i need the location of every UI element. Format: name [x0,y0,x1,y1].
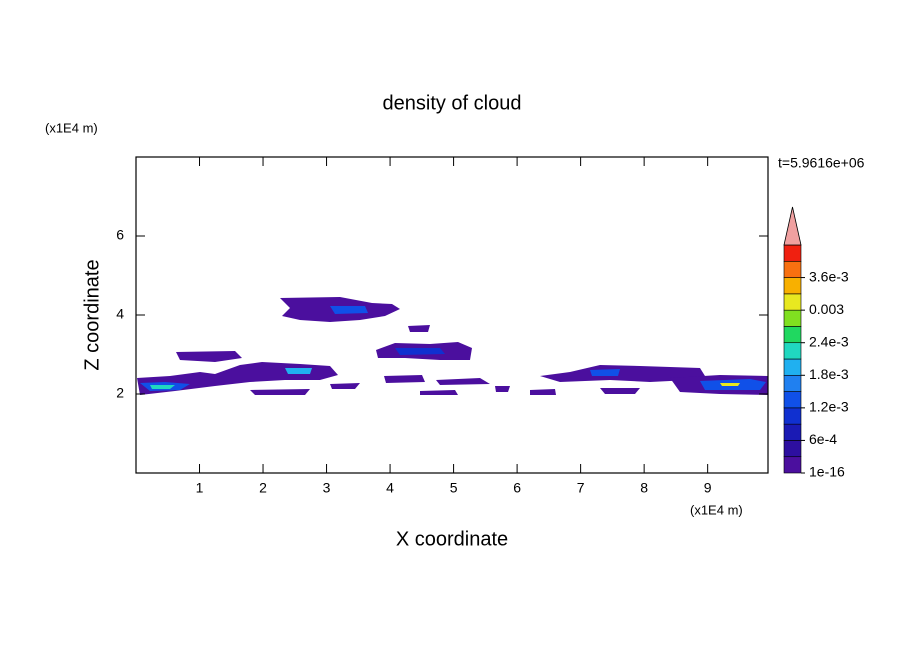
colorbar-band [783,358,802,376]
colorbar-tick-label: 6e-4 [809,431,837,447]
x-tick-label: 6 [513,480,521,496]
colorbar-tick-label: 1e-16 [809,464,845,480]
colorbar-tick-label: 1.8e-3 [809,366,849,382]
y-tick-label: 4 [116,306,124,322]
cloud-field [137,297,768,395]
colorbar-band [783,440,802,458]
cloud-region [384,375,425,383]
y-axis-label: Z coordinate [81,259,103,370]
colorbar-band [783,326,802,344]
plot-frame [135,156,769,474]
time-annotation: t=5.9616e+06 [778,155,865,171]
colorbar-tick-label: 3.6e-3 [809,268,849,284]
cloud-region [408,325,430,332]
cloud-region [395,348,445,355]
chart-title: density of cloud [383,92,522,114]
colorbar-band [783,391,802,409]
cloud-region [330,306,368,314]
colorbar-band [783,342,802,360]
colorbar-band [783,277,802,295]
x-tick-label: 4 [386,480,394,496]
colorbar-band [783,309,802,327]
cloud-region [600,388,640,394]
cloud-region [590,369,620,376]
x-tick-label: 7 [577,480,585,496]
y-tick-label: 6 [116,227,124,243]
x-tick-label: 3 [323,480,331,496]
colorbar-tick-label: 2.4e-3 [809,333,849,349]
colorbar-band [783,423,802,441]
cloud-region [720,383,740,386]
x-tick-label: 1 [196,480,204,496]
y-unit: (x1E4 m) [45,120,98,135]
cloud-region [420,390,458,395]
colorbar-band [783,374,802,392]
cloud-region [530,389,556,395]
x-tick-label: 2 [259,480,267,496]
x-axis-label: X coordinate [396,528,508,550]
cloud-region [150,385,175,389]
x-tick-label: 5 [450,480,458,496]
x-tick-label: 9 [704,480,712,496]
colorbar-tick-label: 1.2e-3 [809,399,849,415]
colorbar-tick-label: 0.003 [809,301,844,317]
colorbar-extension [783,206,802,246]
cloud-region [176,351,242,362]
colorbar-band [783,293,802,311]
colorbar-band [783,407,802,425]
cloud-region [540,365,705,382]
colorbar-band [783,260,802,278]
cloud-region [250,389,310,395]
colorbar-band [783,456,802,474]
colorbar-band [783,244,802,262]
x-unit: (x1E4 m) [690,502,743,517]
x-tick-label: 8 [640,480,648,496]
y-tick-label: 2 [116,385,124,401]
cloud-region [495,386,510,392]
cloud-region [285,368,312,374]
cloud-region [436,378,490,385]
cloud-region [330,383,360,389]
